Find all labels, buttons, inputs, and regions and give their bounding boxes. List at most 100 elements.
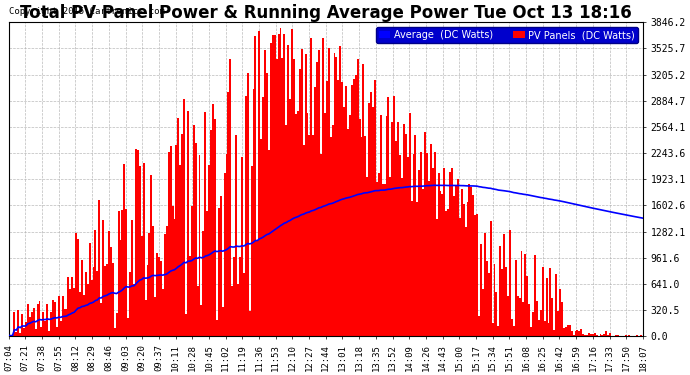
Bar <box>362 64 364 336</box>
Bar <box>324 112 326 336</box>
Bar <box>32 308 34 336</box>
Bar <box>158 256 160 336</box>
Bar <box>428 181 430 336</box>
Bar <box>546 278 547 336</box>
Bar <box>476 214 478 336</box>
Bar <box>212 104 214 336</box>
Bar <box>342 82 343 336</box>
Bar <box>536 301 538 336</box>
Bar <box>303 146 304 336</box>
Bar <box>447 209 449 336</box>
Bar <box>497 326 500 336</box>
Bar <box>437 173 440 336</box>
Bar <box>435 219 437 336</box>
Bar <box>370 92 372 336</box>
Bar <box>83 296 85 336</box>
Bar <box>148 233 150 336</box>
Bar <box>501 268 503 336</box>
Bar <box>274 35 276 336</box>
Bar <box>430 144 432 336</box>
Bar <box>595 334 598 336</box>
Bar <box>339 46 342 336</box>
Bar <box>386 116 388 336</box>
Bar <box>333 53 335 336</box>
Bar <box>150 176 152 336</box>
Bar <box>507 296 509 336</box>
Bar <box>270 44 272 336</box>
Bar <box>442 194 444 336</box>
Bar <box>295 114 297 336</box>
Bar <box>262 98 264 336</box>
Bar <box>444 168 445 336</box>
Bar <box>248 311 250 336</box>
Bar <box>538 320 540 336</box>
Bar <box>279 28 282 336</box>
Bar <box>257 240 258 336</box>
Bar <box>469 184 471 336</box>
Bar <box>127 318 129 336</box>
Bar <box>145 300 146 336</box>
Bar <box>484 233 486 336</box>
Bar <box>360 137 362 336</box>
Bar <box>486 261 488 336</box>
Bar <box>92 267 95 336</box>
Bar <box>493 264 495 336</box>
Bar <box>326 81 328 336</box>
Bar <box>201 305 202 336</box>
Bar <box>102 220 104 336</box>
Bar <box>231 286 233 336</box>
Bar <box>220 196 221 336</box>
Bar <box>322 38 324 336</box>
Bar <box>58 296 60 336</box>
Bar <box>282 58 284 336</box>
Bar <box>129 272 131 336</box>
Bar <box>90 280 92 336</box>
Bar <box>624 335 627 336</box>
Bar <box>473 195 474 336</box>
Bar <box>287 45 289 336</box>
Bar <box>37 304 39 336</box>
Bar <box>397 122 399 336</box>
Bar <box>522 302 524 336</box>
Bar <box>316 62 318 336</box>
Bar <box>359 119 360 336</box>
Bar <box>563 328 565 336</box>
Bar <box>177 117 179 336</box>
Bar <box>576 330 578 336</box>
Bar <box>152 226 155 336</box>
Bar <box>199 156 201 336</box>
Bar <box>314 87 316 336</box>
Bar <box>197 286 199 336</box>
Bar <box>353 79 355 336</box>
Bar <box>588 333 590 336</box>
Bar <box>407 157 408 336</box>
Bar <box>8 335 10 336</box>
Bar <box>204 112 206 336</box>
Bar <box>569 325 571 336</box>
Bar <box>434 152 435 336</box>
Bar <box>162 289 164 336</box>
Bar <box>332 125 333 336</box>
Bar <box>181 134 183 336</box>
Bar <box>241 157 243 336</box>
Bar <box>418 170 420 336</box>
Bar <box>551 298 553 336</box>
Bar <box>395 141 397 336</box>
Bar <box>440 191 442 336</box>
Bar <box>555 274 557 336</box>
Bar <box>413 154 415 336</box>
Bar <box>640 335 642 336</box>
Bar <box>185 314 187 336</box>
Bar <box>405 134 407 336</box>
Bar <box>393 96 395 336</box>
Bar <box>258 30 260 336</box>
Bar <box>415 135 417 336</box>
Bar <box>382 183 384 336</box>
Bar <box>268 150 270 336</box>
Bar <box>580 329 582 336</box>
Title: Total PV Panel Power & Running Average Power Tue Oct 13 18:16: Total PV Panel Power & Running Average P… <box>20 4 631 22</box>
Bar <box>636 335 638 336</box>
Bar <box>600 334 602 336</box>
Bar <box>520 251 522 336</box>
Bar <box>378 173 380 336</box>
